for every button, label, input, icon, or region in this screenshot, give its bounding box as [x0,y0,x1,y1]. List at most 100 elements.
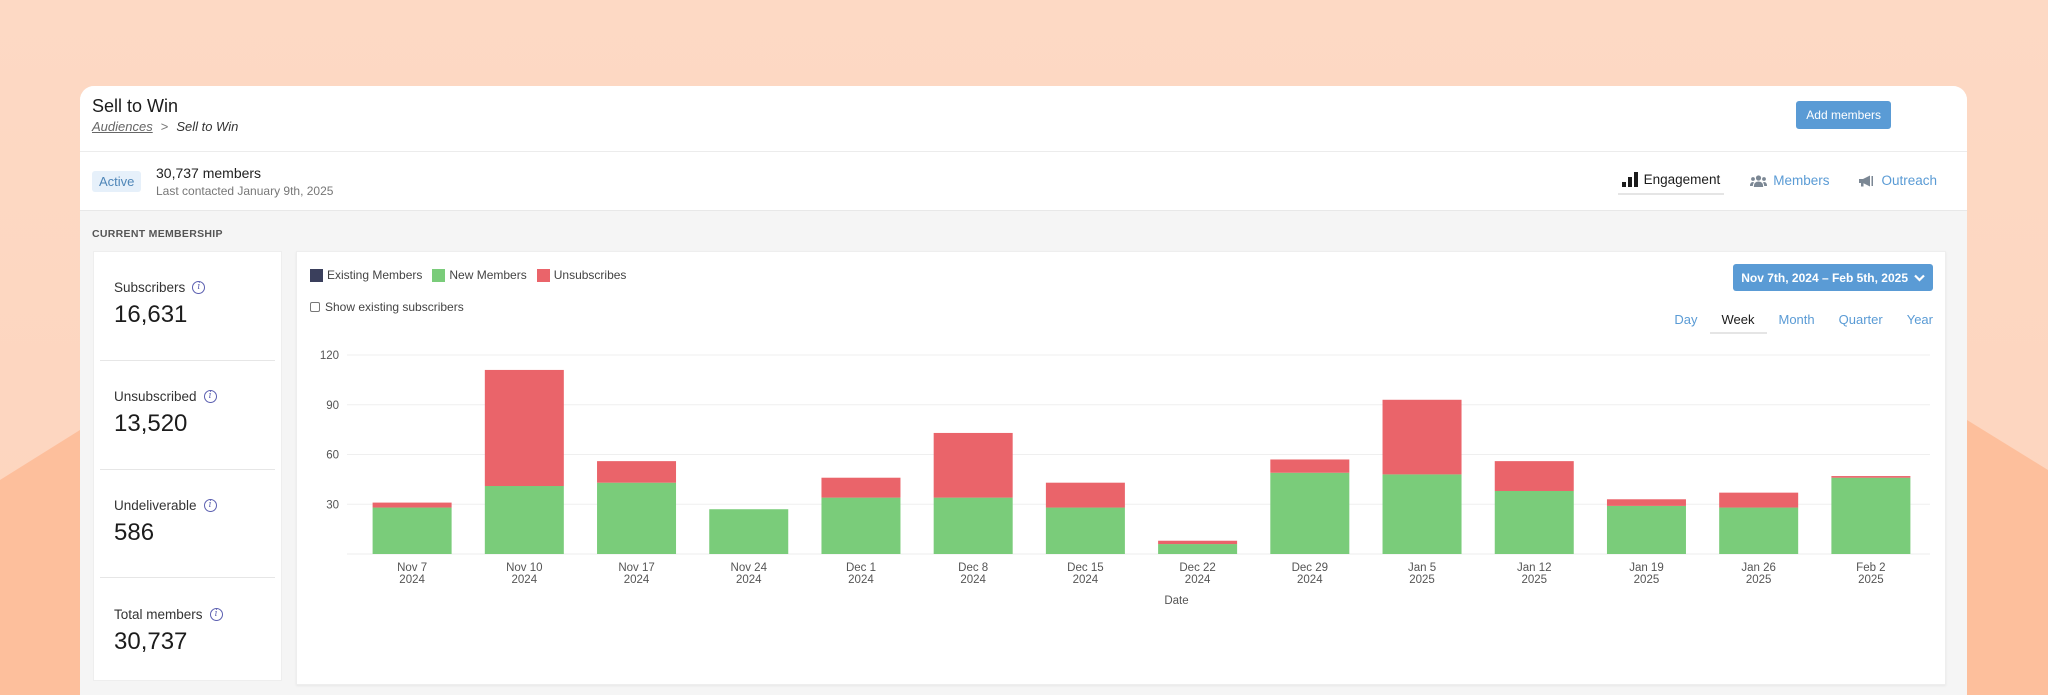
period-month[interactable]: Month [1778,312,1815,327]
x-tick-label: Jan 19 [1629,562,1664,574]
divider [100,577,275,578]
bar-segment[interactable] [597,482,677,554]
bar-segment[interactable] [1831,477,1911,554]
bar-segment[interactable] [1270,472,1350,554]
x-tick-label: 2024 [624,574,650,586]
x-tick-label: Jan 12 [1517,562,1552,574]
stat-value: 30,737 [114,628,188,655]
members-count: 30,737 members [156,165,262,181]
x-tick-label: 2024 [736,574,762,586]
period-day[interactable]: Day [1674,312,1698,327]
divider [100,469,275,470]
bar-segment[interactable] [821,477,901,498]
info-icon[interactable]: i [192,281,206,294]
x-axis-title: Date [1164,595,1188,607]
bar-segment[interactable] [372,507,452,554]
bar-segment[interactable] [709,509,789,554]
info-icon[interactable]: i [203,499,217,512]
x-tick-label: Jan 5 [1408,562,1436,574]
bar-segment[interactable] [933,432,1013,498]
bar-segment[interactable] [372,502,452,508]
bar-segment[interactable] [1719,507,1799,554]
view-tabs: Engagement Members Outreach [1617,168,1941,195]
bar-segment[interactable] [1158,540,1238,545]
show-existing-checkbox[interactable] [310,302,320,312]
x-tick-label: 2025 [1634,574,1660,586]
bar-segment[interactable] [1606,499,1686,506]
x-tick-label: 2024 [512,574,538,586]
add-members-button[interactable]: Add members [1796,101,1891,129]
legend-unsubscribes[interactable]: Unsubscribes [536,268,627,282]
x-tick-label: 2025 [1409,574,1435,586]
x-tick-label: 2025 [1746,574,1772,586]
x-tick-label: Jan 26 [1741,562,1776,574]
tab-label: Outreach [1881,173,1937,188]
legend-label: Existing Members [327,268,423,282]
legend-new-members[interactable]: New Members [432,268,527,282]
bar-segment[interactable] [1831,476,1911,478]
x-tick-label: 2024 [399,574,425,586]
bar-segment[interactable] [484,486,564,554]
period-tabs: Day Week Month Quarter Year [1662,312,1933,334]
app-window: Sell to Win Audiences > Sell to Win Add me… [80,86,1967,695]
x-tick-label: 2024 [848,574,874,586]
bar-segment[interactable] [1494,490,1574,554]
bar-segment[interactable] [1045,507,1125,554]
stat-value: 16,631 [114,301,188,328]
checkbox-label: Show existing subscribers [325,300,464,314]
bar-segment[interactable] [484,369,564,487]
bar-segment[interactable] [1045,482,1125,508]
engagement-chart-card: Existing Members New Members Unsubscribe… [296,251,1946,685]
users-icon [1750,174,1768,187]
audience-summary: Active 30,737 members Last contacted Jan… [80,152,1967,211]
x-tick-label: Dec 22 [1179,562,1215,574]
page-title: Sell to Win [92,96,179,116]
chevron-down-icon [1914,274,1925,282]
period-week[interactable]: Week [1709,312,1767,334]
period-quarter[interactable]: Quarter [1838,312,1883,327]
info-icon[interactable]: i [209,608,223,621]
legend-swatch [536,268,550,282]
section-label: CURRENT MEMBERSHIP [92,228,223,240]
bar-segment[interactable] [1382,474,1462,554]
stat-label: Undeliverable [114,498,197,513]
bar-segment[interactable] [1270,459,1350,473]
breadcrumb-current: Sell to Win [176,119,239,134]
bar-segment[interactable] [1382,399,1462,475]
stat-label: Unsubscribed [114,389,197,404]
date-range-dropdown[interactable]: Nov 7th, 2024 – Feb 5th, 2025 [1733,264,1933,291]
tab-label: Engagement [1643,172,1721,187]
bar-segment[interactable] [1158,544,1238,554]
legend-existing-members[interactable]: Existing Members [310,268,422,282]
bar-segment[interactable] [1606,505,1686,554]
x-tick-label: 2024 [1297,574,1323,586]
stat-label: Total members [114,607,203,622]
bar-segment[interactable] [821,497,901,554]
x-tick-label: 2024 [960,574,986,586]
x-tick-label: Dec 15 [1067,562,1103,574]
bar-segment[interactable] [1719,492,1799,508]
x-tick-label: Nov 17 [618,562,654,574]
breadcrumb-audiences-link[interactable]: Audiences [92,119,153,134]
bar-segment[interactable] [597,461,677,483]
show-existing-toggle[interactable]: Show existing subscribers [310,300,464,314]
period-year[interactable]: Year [1906,312,1933,327]
stat-subscribers: Subscribers i 16,631 [94,252,281,360]
x-tick-label: 2025 [1858,574,1884,586]
tab-outreach[interactable]: Outreach [1855,168,1941,195]
y-tick-label: 120 [320,350,339,362]
tab-engagement[interactable]: Engagement [1617,168,1725,195]
chart-legend: Existing Members New Members Unsubscribe… [310,268,626,282]
membership-stats-card: Subscribers i 16,631 Unsubscribed i 13,520… [93,251,282,681]
legend-label: Unsubscribes [553,268,627,282]
info-icon[interactable]: i [203,390,217,403]
tab-label: Members [1773,173,1830,188]
x-tick-label: Dec 29 [1292,562,1328,574]
stat-label: Subscribers [114,280,186,295]
x-tick-label: 2024 [1073,574,1099,586]
bar-segment[interactable] [1494,461,1574,491]
tab-members[interactable]: Members [1746,168,1833,195]
page-header: Sell to Win Audiences > Sell to Win Add me… [80,86,1967,152]
bar-segment[interactable] [933,497,1013,554]
